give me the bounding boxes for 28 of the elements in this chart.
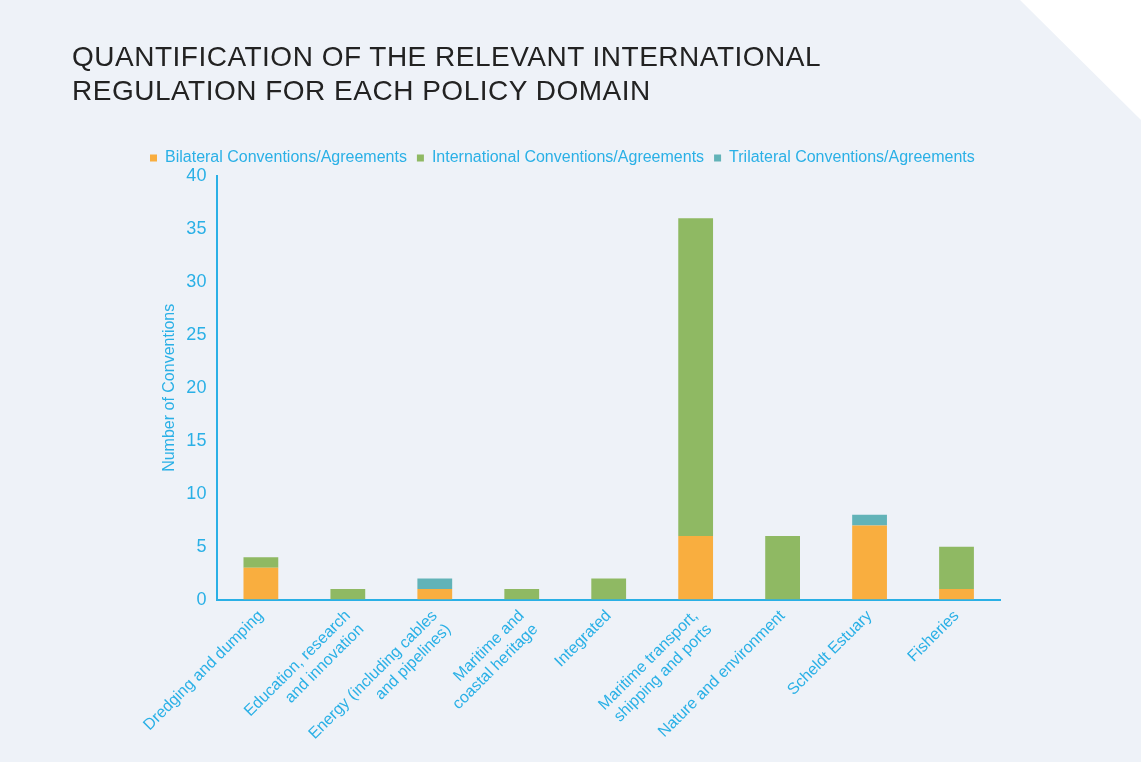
y-axis-title: Number of Conventions bbox=[160, 303, 178, 472]
y-tick-label: 35 bbox=[186, 217, 207, 238]
y-tick-label: 10 bbox=[186, 482, 207, 503]
legend-label: International Conventions/Agreements bbox=[431, 148, 705, 166]
bar bbox=[417, 588, 453, 600]
bar bbox=[678, 536, 714, 600]
y-tick-label: 5 bbox=[196, 535, 207, 556]
bar bbox=[939, 588, 974, 600]
legend-label: Bilateral Conventions/Agreements bbox=[165, 148, 407, 166]
bar bbox=[504, 588, 540, 600]
y-tick-label: 20 bbox=[186, 376, 207, 397]
bar bbox=[591, 578, 627, 600]
y-tick-label: 30 bbox=[186, 270, 207, 291]
bar bbox=[678, 218, 714, 537]
legend-label: Trilateral Conventions/Agreements bbox=[729, 148, 975, 166]
bar bbox=[852, 525, 887, 600]
bar bbox=[243, 567, 279, 600]
y-tick-label: 0 bbox=[196, 588, 207, 609]
bar bbox=[417, 578, 453, 589]
chart-title: QUANTIFICATION OF THE RELEVANT INTERNATIONAL REGULATION FOR EACH POLICY DOMAIN bbox=[72, 40, 821, 108]
y-tick-label: 40 bbox=[186, 164, 207, 185]
bar bbox=[330, 588, 366, 600]
bar bbox=[765, 536, 800, 600]
bar bbox=[939, 546, 974, 589]
bar bbox=[852, 514, 887, 526]
bar bbox=[243, 557, 279, 568]
y-tick-label: 15 bbox=[186, 429, 207, 450]
y-tick-label: 25 bbox=[186, 323, 207, 344]
